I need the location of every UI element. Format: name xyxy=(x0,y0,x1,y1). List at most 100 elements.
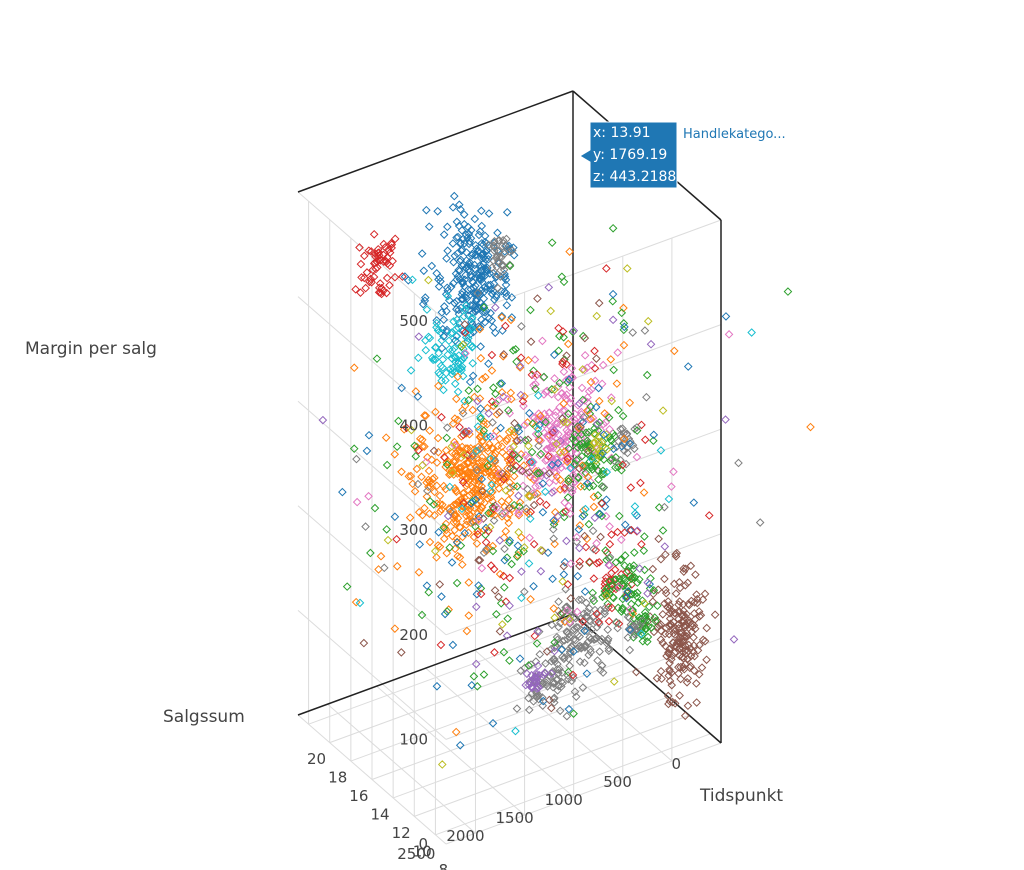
data-point[interactable] xyxy=(632,511,642,520)
data-point[interactable] xyxy=(487,479,497,488)
data-point[interactable] xyxy=(653,601,662,611)
data-point[interactable] xyxy=(661,550,670,559)
data-point[interactable] xyxy=(588,481,598,491)
data-point[interactable] xyxy=(649,585,659,595)
data-point[interactable] xyxy=(677,617,687,627)
data-point[interactable] xyxy=(513,541,523,550)
data-point[interactable] xyxy=(546,452,556,462)
data-point[interactable] xyxy=(702,623,712,633)
data-point[interactable] xyxy=(633,526,642,536)
data-point[interactable] xyxy=(460,528,470,538)
data-point[interactable] xyxy=(554,346,563,356)
data-point[interactable] xyxy=(540,668,550,677)
data-point[interactable] xyxy=(566,594,576,603)
data-point[interactable] xyxy=(351,285,360,294)
data-point[interactable] xyxy=(463,459,472,468)
data-point[interactable] xyxy=(542,471,551,480)
data-point[interactable] xyxy=(656,666,666,676)
data-point[interactable] xyxy=(546,306,556,316)
data-point[interactable] xyxy=(625,398,635,408)
data-point[interactable] xyxy=(460,349,469,358)
data-point[interactable] xyxy=(674,662,683,672)
data-point[interactable] xyxy=(469,477,479,487)
data-point[interactable] xyxy=(421,293,430,302)
data-point[interactable] xyxy=(477,474,487,484)
data-point[interactable] xyxy=(525,408,534,418)
data-point[interactable] xyxy=(489,431,499,441)
data-point[interactable] xyxy=(579,412,588,422)
data-point[interactable] xyxy=(472,294,481,304)
data-point[interactable] xyxy=(656,446,666,455)
data-point[interactable] xyxy=(583,436,592,446)
data-point[interactable] xyxy=(670,630,680,639)
data-point[interactable] xyxy=(556,609,566,619)
data-point[interactable] xyxy=(524,661,533,670)
data-point[interactable] xyxy=(667,620,676,630)
data-point[interactable] xyxy=(349,363,359,373)
data-point[interactable] xyxy=(424,222,434,231)
data-point[interactable] xyxy=(461,333,471,342)
data-point[interactable] xyxy=(411,451,421,461)
data-point[interactable] xyxy=(599,430,609,440)
data-point[interactable] xyxy=(472,539,482,548)
data-point[interactable] xyxy=(644,622,653,631)
data-point[interactable] xyxy=(524,453,533,462)
data-point[interactable] xyxy=(683,701,693,711)
data-point[interactable] xyxy=(454,364,463,374)
data-point[interactable] xyxy=(729,635,739,644)
data-point[interactable] xyxy=(665,658,674,668)
data-point[interactable] xyxy=(479,294,489,303)
data-point[interactable] xyxy=(547,657,556,666)
data-point[interactable] xyxy=(473,288,483,298)
data-point[interactable] xyxy=(553,512,563,521)
data-point[interactable] xyxy=(471,289,480,299)
data-point[interactable] xyxy=(670,699,680,708)
data-point[interactable] xyxy=(462,479,472,488)
data-point[interactable] xyxy=(456,523,465,532)
data-point[interactable] xyxy=(432,553,441,562)
data-point[interactable] xyxy=(525,457,535,467)
data-point[interactable] xyxy=(466,225,476,235)
data-point[interactable] xyxy=(443,350,453,360)
data-point[interactable] xyxy=(544,469,554,478)
data-point[interactable] xyxy=(541,678,551,688)
data-point[interactable] xyxy=(747,328,756,337)
data-point[interactable] xyxy=(636,478,645,488)
data-point[interactable] xyxy=(664,699,673,709)
data-point[interactable] xyxy=(610,575,620,584)
data-point[interactable] xyxy=(582,534,592,544)
data-point[interactable] xyxy=(478,374,487,384)
data-point[interactable] xyxy=(450,483,460,493)
data-point[interactable] xyxy=(486,454,496,464)
data-point[interactable] xyxy=(578,617,588,626)
data-point[interactable] xyxy=(618,411,628,421)
data-point[interactable] xyxy=(594,617,604,627)
data-point[interactable] xyxy=(643,589,652,598)
data-point[interactable] xyxy=(565,614,574,624)
data-point[interactable] xyxy=(480,231,490,241)
data-point[interactable] xyxy=(625,439,635,448)
data-point[interactable] xyxy=(592,609,602,619)
data-point[interactable] xyxy=(654,534,663,544)
data-point[interactable] xyxy=(600,606,610,616)
data-point[interactable] xyxy=(630,629,639,639)
data-point[interactable] xyxy=(541,417,550,427)
data-point[interactable] xyxy=(594,383,603,393)
data-point[interactable] xyxy=(603,634,613,644)
data-point[interactable] xyxy=(631,620,641,629)
data-point[interactable] xyxy=(541,387,551,397)
data-point[interactable] xyxy=(695,612,704,621)
data-point[interactable] xyxy=(568,434,578,444)
data-point[interactable] xyxy=(397,383,407,393)
data-point[interactable] xyxy=(581,428,591,437)
data-point[interactable] xyxy=(484,359,493,369)
data-point[interactable] xyxy=(585,633,594,642)
data-point[interactable] xyxy=(589,492,599,502)
data-point[interactable] xyxy=(497,311,507,321)
data-point[interactable] xyxy=(435,542,445,551)
data-point[interactable] xyxy=(422,492,432,501)
data-point[interactable] xyxy=(476,589,486,599)
data-point[interactable] xyxy=(611,453,621,462)
data-point[interactable] xyxy=(626,574,636,583)
data-point[interactable] xyxy=(512,424,521,434)
